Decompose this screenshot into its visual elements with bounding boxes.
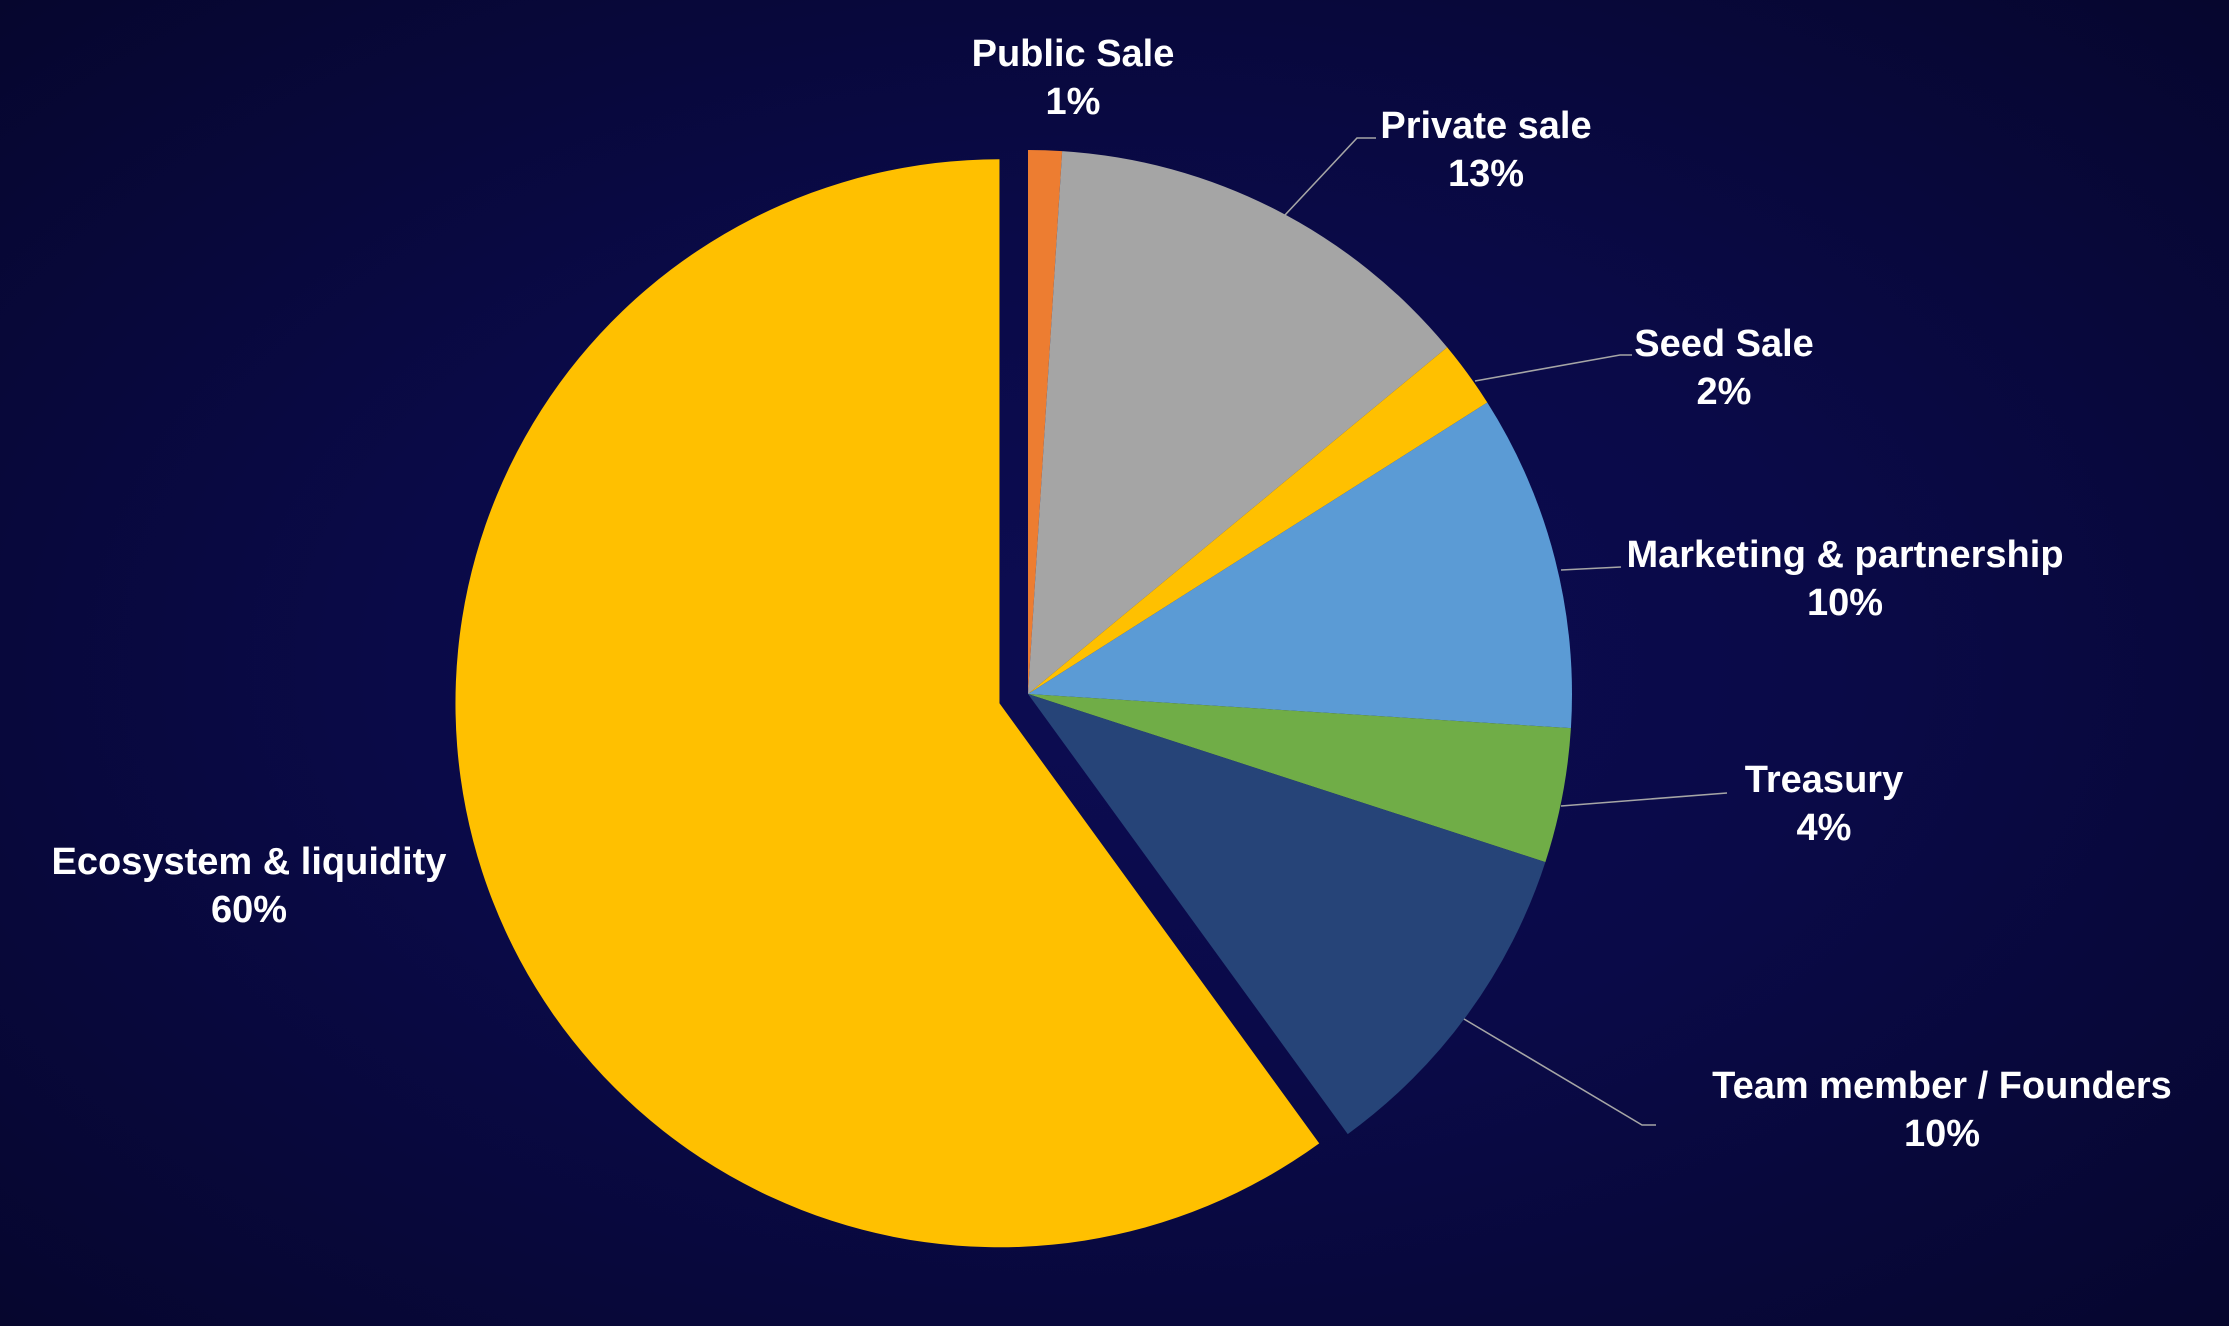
- data-labels: Public Sale 1% Private sale 13% Seed Sal…: [52, 33, 2172, 1155]
- pie-slice-public-sale: [1028, 150, 1063, 694]
- pie-slice-ecosystem-liquidity: [455, 159, 1320, 1248]
- label-team: Team member / Founders: [1712, 1065, 2172, 1107]
- leader-line-private-sale: [1284, 137, 1376, 216]
- pie-slice-seed-sale: [1028, 347, 1488, 694]
- label-public-sale: Public Sale: [972, 33, 1175, 75]
- pie-slice-team-member-founders: [1028, 694, 1546, 1135]
- leader-lines: [1284, 137, 1728, 1126]
- value-team: 10%: [1904, 1113, 1980, 1155]
- value-marketing: 10%: [1807, 582, 1883, 624]
- pie-slice-marketing-partnership: [1028, 402, 1572, 729]
- pie-slice-private-sale: [1028, 151, 1448, 694]
- leader-line-treasury: [1560, 792, 1728, 807]
- label-marketing: Marketing & partnership: [1626, 534, 2063, 576]
- pie-slices: [455, 150, 1572, 1248]
- label-private-sale: Private sale: [1380, 105, 1591, 147]
- pie-slice-treasury: [1028, 694, 1571, 863]
- label-seed-sale: Seed Sale: [1634, 323, 1814, 365]
- label-treasury: Treasury: [1745, 759, 1903, 801]
- leader-line-seed-sale: [1474, 354, 1632, 382]
- value-private-sale: 13%: [1448, 153, 1524, 195]
- value-public-sale: 1%: [1046, 81, 1101, 123]
- label-ecosystem: Ecosystem & liquidity: [52, 841, 447, 883]
- value-seed-sale: 2%: [1697, 371, 1752, 413]
- leader-line-marketing: [1560, 566, 1622, 571]
- value-ecosystem: 60%: [211, 889, 287, 931]
- value-treasury: 4%: [1797, 807, 1852, 849]
- leader-line-team: [1463, 1018, 1656, 1126]
